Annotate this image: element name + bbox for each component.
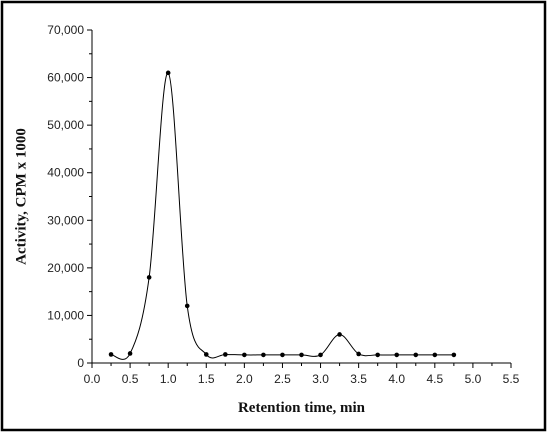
x-tick-label: 0.5 xyxy=(122,372,139,386)
data-point xyxy=(261,352,266,358)
data-point xyxy=(184,303,190,309)
data-point xyxy=(356,351,361,357)
x-tick-label: 3.0 xyxy=(312,372,329,386)
x-axis-title: Retention time, min xyxy=(238,400,366,416)
data-point xyxy=(165,70,171,76)
data-point xyxy=(203,352,209,357)
x-tick-label: 1.5 xyxy=(198,372,215,386)
y-tick-label: 0 xyxy=(77,356,84,370)
y-tick-label: 50,000 xyxy=(47,118,84,132)
data-point xyxy=(299,352,304,358)
y-tick-label: 40,000 xyxy=(47,166,84,180)
x-tick-label: 5.5 xyxy=(503,372,520,386)
data-point xyxy=(394,352,400,358)
x-tick-label: 4.5 xyxy=(426,372,443,386)
y-tick-label: 70,000 xyxy=(47,23,84,37)
data-point xyxy=(280,352,285,358)
x-tick-label: 1.0 xyxy=(160,372,177,386)
data-point xyxy=(432,352,438,358)
x-tick-label: 2.5 xyxy=(274,372,291,386)
data-point xyxy=(242,352,247,358)
x-tick-label: 4.0 xyxy=(388,372,405,386)
y-tick-label: 20,000 xyxy=(47,261,84,275)
y-axis-title: Activity, CPM x 1000 xyxy=(13,128,29,265)
x-axis-ticks: 0.0 0.5 1.0 1.5 2.0 2.5 3.0 3.5 4.0 4.5 5.0 5.5 xyxy=(84,363,520,386)
y-tick-label: 60,000 xyxy=(47,71,84,85)
x-tick-label: 0.0 xyxy=(84,372,101,386)
y-tick-label: 10,000 xyxy=(47,308,84,322)
data-point xyxy=(451,352,457,358)
data-point xyxy=(413,352,419,358)
data-point xyxy=(318,352,323,358)
data-point xyxy=(127,351,133,356)
x-tick-label: 2.0 xyxy=(236,372,253,386)
data-point xyxy=(108,352,114,357)
data-point xyxy=(146,275,152,280)
y-tick-label: 30,000 xyxy=(47,213,84,227)
data-point xyxy=(375,352,380,358)
data-point xyxy=(223,352,228,357)
x-tick-label: 5.0 xyxy=(465,372,482,386)
data-point xyxy=(337,332,342,337)
y-axis-ticks: 0 10,000 20,000 30,000 40,000 50,000 60,000 70,… xyxy=(47,23,92,370)
data-markers xyxy=(108,70,457,358)
x-tick-label: 3.5 xyxy=(350,372,367,386)
